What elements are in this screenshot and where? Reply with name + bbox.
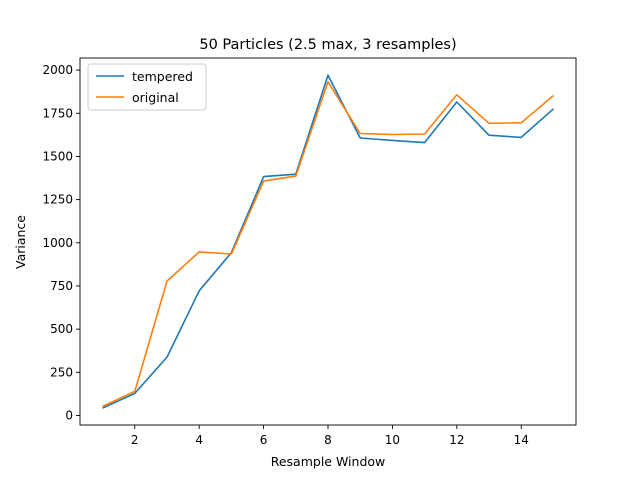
legend-label-tempered: tempered [132,69,193,84]
y-tick-label: 2000 [42,63,73,77]
x-axis: 2 4 6 8 10 12 14 [131,425,529,447]
y-tick-label: 0 [65,409,73,423]
plot-area [102,74,555,409]
y-tick-label: 500 [50,322,73,336]
x-tick-label: 12 [449,433,464,447]
y-tick-label: 750 [50,279,73,293]
y-axis-label: Variance [13,215,28,269]
series-line-tempered [102,74,555,409]
y-tick-label: 1250 [42,193,73,207]
x-tick-label: 4 [195,433,203,447]
x-tick-label: 6 [260,433,268,447]
series-line-original [102,81,555,408]
y-tick-label: 1500 [42,149,73,163]
x-tick-label: 2 [131,433,139,447]
x-axis-label: Resample Window [271,454,386,469]
y-tick-label: 250 [50,365,73,379]
axes-frame [79,57,577,426]
legend-label-original: original [132,90,179,105]
y-axis: 0 250 500 750 1000 1250 1500 1750 2000 [42,63,80,423]
x-tick-label: 14 [514,433,529,447]
legend: tempered original [87,63,207,111]
x-tick-label: 8 [324,433,332,447]
y-tick-label: 1000 [42,236,73,250]
y-tick-label: 1750 [42,106,73,120]
chart-title: 50 Particles (2.5 max, 3 resamples) [199,37,456,53]
x-tick-label: 10 [385,433,400,447]
